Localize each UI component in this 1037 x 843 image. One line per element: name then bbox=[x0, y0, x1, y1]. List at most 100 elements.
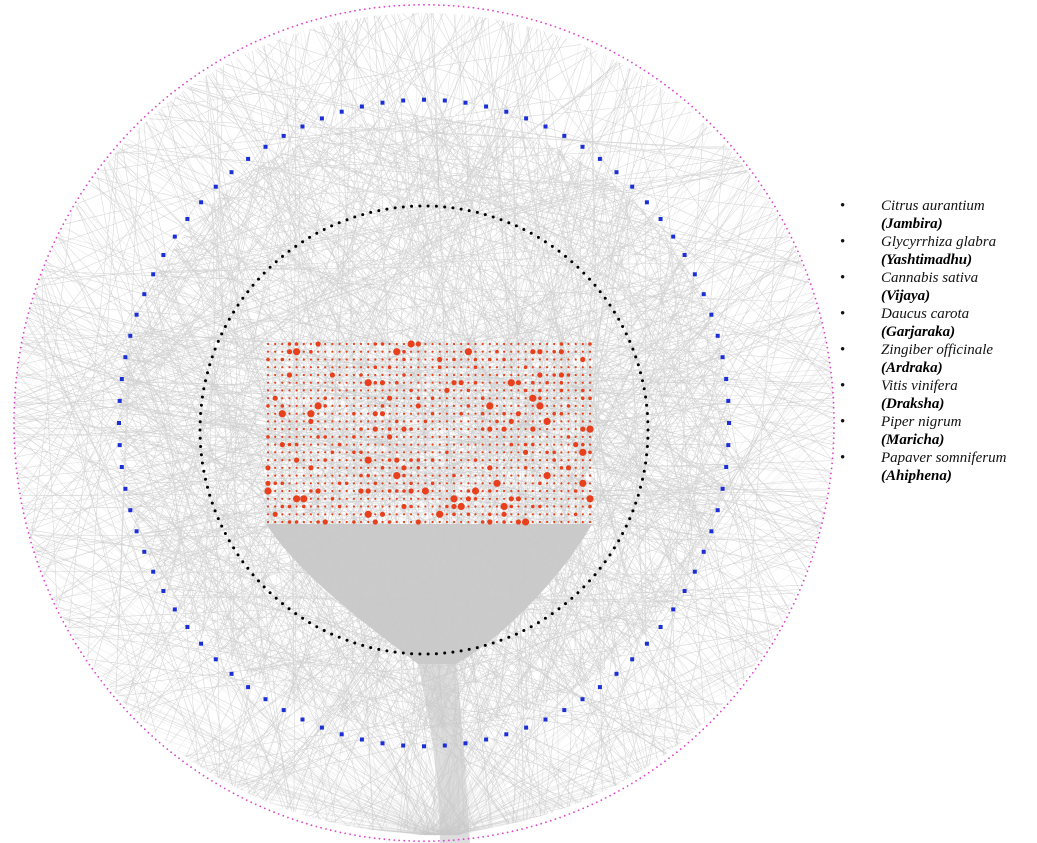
core-node bbox=[309, 349, 313, 354]
core-node bbox=[274, 412, 277, 415]
outer-node bbox=[811, 556, 814, 558]
core-node bbox=[416, 458, 421, 462]
inner-node bbox=[588, 579, 591, 583]
core-node bbox=[566, 373, 571, 377]
middle-node bbox=[119, 377, 124, 381]
core-node bbox=[345, 513, 348, 516]
core-node bbox=[415, 403, 421, 409]
core-node bbox=[524, 404, 527, 407]
outer-node bbox=[166, 96, 169, 98]
outer-node bbox=[202, 69, 205, 72]
bullet-icon: • bbox=[840, 270, 846, 286]
middle-node bbox=[597, 156, 602, 161]
core-node bbox=[274, 342, 277, 346]
outer-node bbox=[277, 31, 280, 33]
core-node bbox=[445, 443, 448, 446]
inner-node bbox=[507, 635, 511, 639]
inner-node bbox=[287, 607, 291, 611]
middle-node bbox=[128, 333, 133, 338]
core-node bbox=[380, 404, 385, 408]
outer-node bbox=[232, 51, 235, 54]
middle-node bbox=[724, 377, 729, 381]
outer-node bbox=[72, 638, 74, 641]
outer-node bbox=[282, 814, 285, 817]
core-node bbox=[417, 482, 420, 485]
core-node bbox=[531, 520, 534, 524]
core-node bbox=[488, 357, 492, 362]
core-node bbox=[460, 373, 463, 377]
middle-node bbox=[715, 508, 720, 513]
outer-node bbox=[774, 638, 776, 641]
core-node bbox=[402, 451, 406, 454]
outer-node bbox=[80, 651, 82, 654]
outer-node bbox=[64, 218, 67, 221]
core-node bbox=[588, 459, 592, 462]
core-node bbox=[317, 505, 320, 508]
core-node bbox=[510, 342, 513, 346]
core-node bbox=[345, 489, 348, 493]
core-node bbox=[295, 482, 298, 485]
core-node bbox=[381, 451, 384, 454]
core-node bbox=[553, 397, 556, 400]
outer-node bbox=[17, 482, 20, 485]
outer-node bbox=[829, 366, 832, 369]
core-node bbox=[546, 342, 549, 346]
core-node bbox=[438, 505, 441, 508]
core-node bbox=[359, 435, 363, 438]
outer-node bbox=[363, 835, 366, 838]
core-node bbox=[338, 497, 341, 500]
core-node bbox=[302, 443, 305, 446]
outer-node bbox=[194, 769, 197, 771]
inner-node bbox=[642, 387, 646, 391]
core-node bbox=[402, 420, 406, 423]
core-node bbox=[379, 411, 386, 417]
core-node bbox=[524, 428, 527, 431]
core-node bbox=[331, 520, 334, 524]
core-node bbox=[395, 366, 398, 369]
core-node bbox=[524, 489, 527, 493]
inner-node bbox=[536, 621, 540, 625]
core-node bbox=[473, 380, 478, 385]
outer-node bbox=[442, 839, 445, 842]
outer-node bbox=[816, 541, 818, 544]
outer-node bbox=[792, 602, 795, 605]
outer-node bbox=[833, 417, 835, 419]
outer-node bbox=[14, 391, 16, 394]
core-node bbox=[481, 451, 484, 454]
core-node bbox=[410, 513, 413, 516]
outer-node bbox=[51, 598, 54, 601]
core-node bbox=[581, 342, 584, 346]
core-node bbox=[288, 420, 291, 423]
core-node bbox=[538, 520, 542, 524]
core-node bbox=[424, 412, 427, 415]
outer-node bbox=[69, 210, 72, 212]
outer-node bbox=[618, 790, 620, 792]
core-node bbox=[302, 520, 305, 524]
core-node bbox=[495, 397, 499, 400]
core-node bbox=[417, 389, 420, 392]
core-node bbox=[538, 412, 542, 415]
outer-node bbox=[241, 797, 244, 799]
core-node bbox=[379, 511, 386, 517]
core-node bbox=[538, 474, 542, 477]
middle-node bbox=[630, 184, 635, 189]
core-node bbox=[487, 465, 493, 471]
core-node bbox=[481, 505, 484, 508]
outer-node bbox=[679, 96, 682, 98]
outer-node bbox=[535, 824, 538, 827]
outer-node bbox=[13, 396, 16, 399]
inner-node bbox=[393, 206, 397, 210]
core-node bbox=[417, 366, 420, 369]
core-node bbox=[503, 373, 506, 377]
legend-scientific-name: Cannabis sativa bbox=[881, 270, 979, 286]
outer-node bbox=[28, 307, 31, 310]
outer-node bbox=[802, 264, 805, 267]
outer-node bbox=[635, 64, 637, 66]
core-node bbox=[345, 451, 348, 454]
outer-node bbox=[813, 292, 815, 295]
core-node bbox=[503, 451, 506, 454]
inner-node bbox=[624, 524, 628, 528]
core-node bbox=[538, 489, 542, 493]
outer-node bbox=[828, 482, 831, 485]
core-node bbox=[567, 513, 570, 516]
